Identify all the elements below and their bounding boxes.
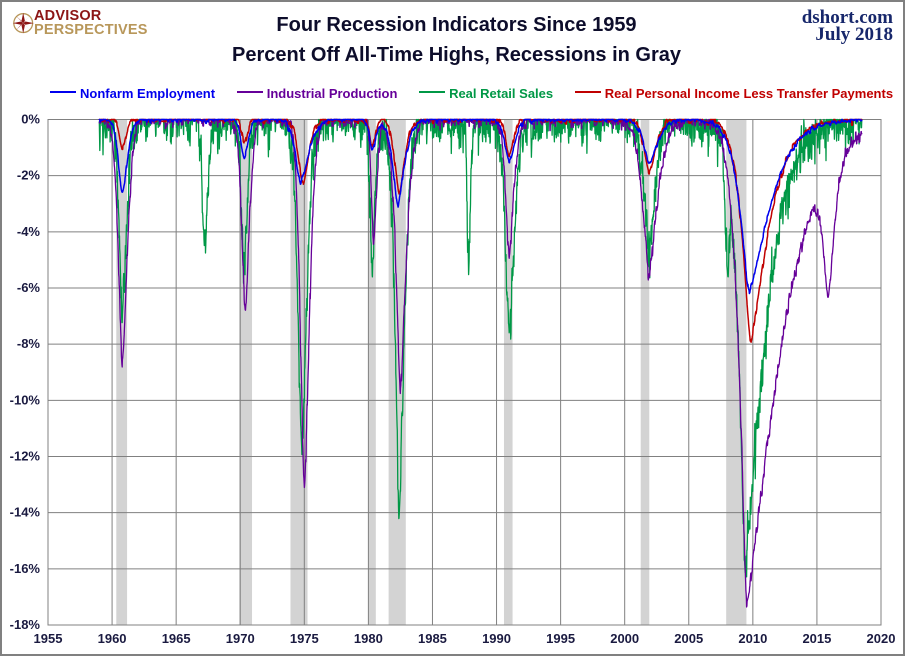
svg-text:0%: 0% [21,112,40,127]
svg-text:-10%: -10% [10,392,41,407]
svg-text:1980: 1980 [354,631,383,646]
svg-text:-8%: -8% [17,336,41,351]
svg-text:1985: 1985 [418,631,447,646]
svg-text:2005: 2005 [674,631,703,646]
svg-text:1995: 1995 [546,631,575,646]
svg-text:1965: 1965 [162,631,191,646]
svg-text:-12%: -12% [10,449,41,464]
svg-text:1960: 1960 [98,631,127,646]
svg-text:-6%: -6% [17,280,41,295]
svg-text:-4%: -4% [17,224,41,239]
svg-text:1990: 1990 [482,631,511,646]
svg-text:1955: 1955 [34,631,63,646]
svg-text:1975: 1975 [290,631,319,646]
svg-text:2010: 2010 [738,631,767,646]
svg-text:-2%: -2% [17,168,41,183]
svg-text:-14%: -14% [10,505,41,520]
svg-text:1970: 1970 [226,631,255,646]
svg-text:2000: 2000 [610,631,639,646]
svg-text:-18%: -18% [10,617,41,632]
svg-text:2015: 2015 [802,631,831,646]
svg-text:2020: 2020 [867,631,896,646]
svg-text:-16%: -16% [10,561,41,576]
